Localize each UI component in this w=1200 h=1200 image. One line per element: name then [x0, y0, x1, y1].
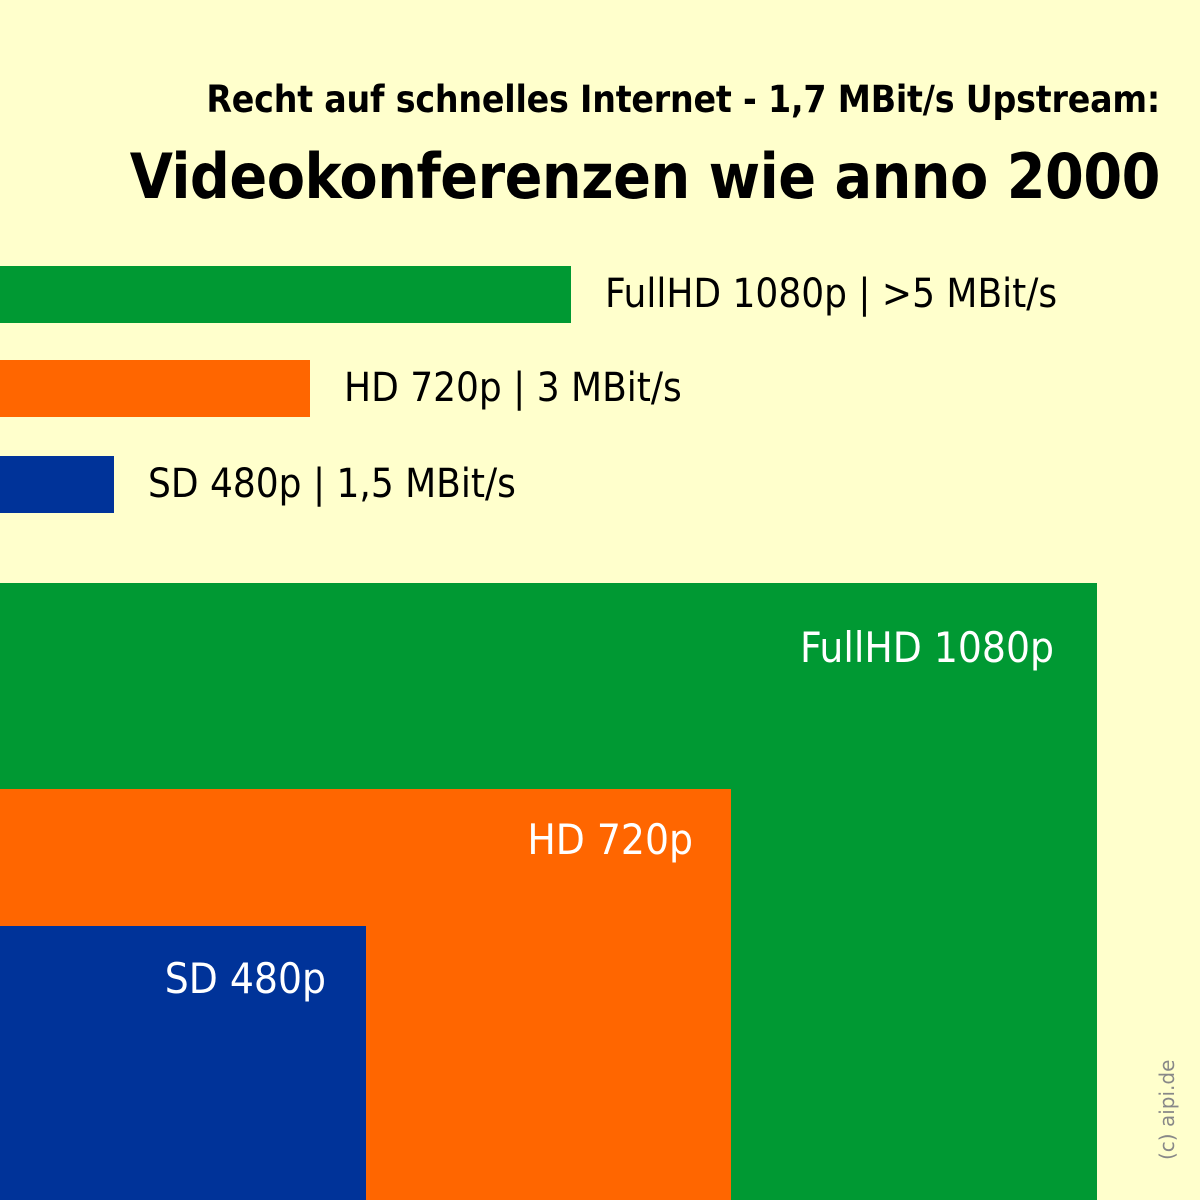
- resolution-rect-label: HD 720p: [527, 815, 693, 864]
- bitrate-bar-label: SD 480p | 1,5 MBit/s: [148, 461, 516, 507]
- bitrate-bar-label: FullHD 1080p | >5 MBit/s: [605, 271, 1058, 317]
- resolution-rect-label: SD 480p: [164, 954, 326, 1003]
- chart-title: Recht auf schnelles Internet - 1,7 MBit/…: [206, 78, 1160, 121]
- resolution-rect: [0, 926, 366, 1200]
- copyright-credit: (c) aipi.de: [1155, 1059, 1179, 1160]
- bitrate-bar: [0, 456, 114, 513]
- bitrate-bar: [0, 360, 310, 417]
- resolution-rect-label: FullHD 1080p: [799, 623, 1054, 672]
- chart-subtitle: Videokonferenzen wie anno 2000: [129, 140, 1161, 213]
- bitrate-bar: [0, 266, 571, 323]
- bitrate-bar-label: HD 720p | 3 MBit/s: [344, 365, 682, 411]
